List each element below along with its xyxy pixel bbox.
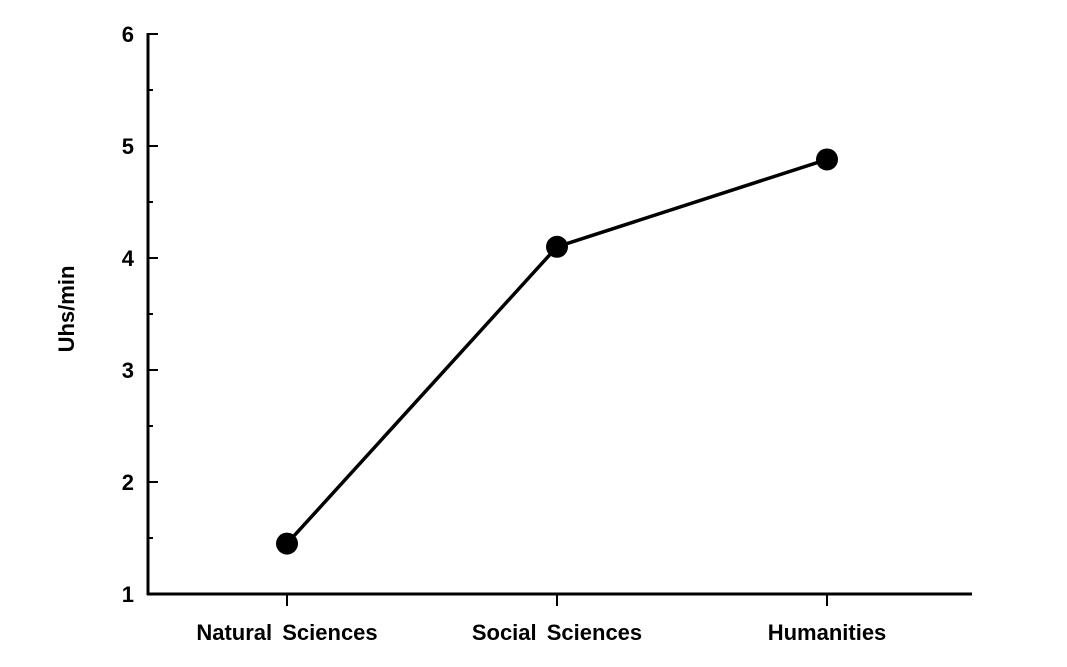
axes bbox=[146, 33, 972, 596]
y-tick-label: 5 bbox=[122, 134, 134, 159]
y-axis-title: Uhs/min bbox=[54, 266, 79, 353]
x-tick-label: Humanities bbox=[768, 620, 887, 645]
y-tick-label: 6 bbox=[122, 22, 134, 47]
series-group bbox=[276, 148, 838, 555]
series-line bbox=[285, 157, 828, 545]
data-point bbox=[276, 532, 298, 555]
x-tick-label: Natural Sciences bbox=[196, 620, 377, 645]
y-tick-label: 1 bbox=[122, 582, 134, 607]
y-tick-label: 2 bbox=[122, 470, 134, 495]
data-point bbox=[816, 148, 838, 171]
y-ticks: 1 2 3 4 5 6 bbox=[122, 22, 158, 607]
x-ticks: Natural Sciences Social Sciences Humanitie… bbox=[196, 594, 886, 645]
data-point bbox=[546, 235, 568, 258]
y-tick-label: 3 bbox=[122, 358, 134, 383]
x-tick-label: Social Sciences bbox=[472, 620, 642, 645]
y-tick-label: 4 bbox=[122, 246, 135, 271]
